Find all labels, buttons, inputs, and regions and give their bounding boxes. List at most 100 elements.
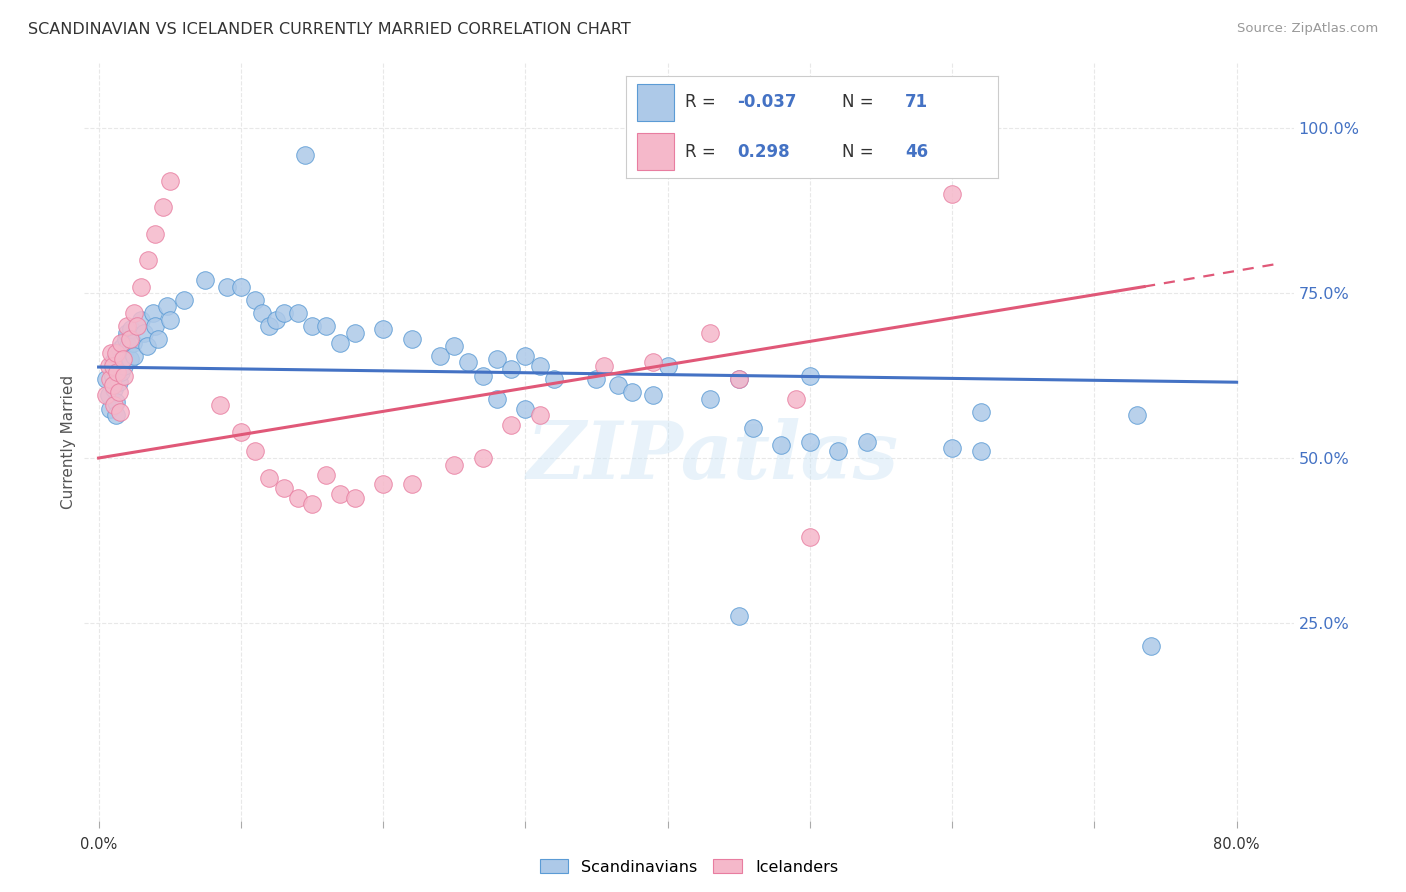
Point	[799, 434, 821, 449]
Point	[343, 326, 366, 340]
Point	[103, 398, 125, 412]
Point	[941, 187, 963, 202]
Point	[273, 306, 295, 320]
Point	[110, 365, 132, 379]
Point	[104, 395, 127, 409]
Point	[122, 349, 145, 363]
Text: R =: R =	[685, 143, 721, 161]
Point	[148, 332, 170, 346]
Point	[132, 326, 155, 340]
Text: 0.0%: 0.0%	[80, 837, 117, 852]
Point	[142, 306, 165, 320]
Text: 46: 46	[905, 143, 928, 161]
Point	[471, 450, 494, 465]
Point	[799, 368, 821, 383]
Point	[259, 319, 281, 334]
Point	[429, 349, 451, 363]
Point	[104, 345, 127, 359]
Point	[107, 362, 129, 376]
Point	[121, 335, 143, 350]
Point	[315, 467, 337, 482]
Point	[401, 477, 423, 491]
Point	[129, 279, 152, 293]
Point	[699, 326, 721, 340]
Point	[727, 372, 749, 386]
Point	[229, 425, 252, 439]
Point	[543, 372, 565, 386]
Point	[97, 388, 120, 402]
Point	[125, 319, 148, 334]
Point	[727, 372, 749, 386]
Point	[118, 332, 141, 346]
Point	[103, 382, 125, 396]
FancyBboxPatch shape	[637, 133, 673, 170]
Text: -0.037: -0.037	[738, 94, 797, 112]
Point	[266, 312, 288, 326]
Point	[471, 368, 494, 383]
Point	[105, 365, 128, 379]
Point	[101, 355, 124, 369]
Legend: Scandinavians, Icelanders: Scandinavians, Icelanders	[533, 853, 845, 881]
Point	[145, 227, 167, 241]
Point	[117, 339, 139, 353]
Point	[742, 421, 765, 435]
Point	[855, 434, 877, 449]
Point	[108, 343, 131, 357]
Point	[111, 339, 134, 353]
Point	[941, 441, 963, 455]
Point	[585, 372, 607, 386]
Point	[136, 339, 159, 353]
Point	[110, 352, 132, 367]
Point	[101, 378, 124, 392]
Text: 0.298: 0.298	[738, 143, 790, 161]
Point	[152, 201, 174, 215]
Point	[105, 349, 128, 363]
Text: Source: ZipAtlas.com: Source: ZipAtlas.com	[1237, 22, 1378, 36]
Point	[104, 408, 127, 422]
Point	[145, 319, 167, 334]
Point	[287, 306, 309, 320]
Point	[1140, 639, 1163, 653]
Point	[301, 497, 323, 511]
Point	[173, 293, 195, 307]
Point	[159, 312, 181, 326]
Point	[443, 458, 465, 472]
Point	[485, 352, 508, 367]
Point	[112, 368, 135, 383]
Point	[110, 335, 132, 350]
Point	[101, 359, 124, 373]
Point	[294, 147, 316, 161]
Point	[329, 487, 352, 501]
Point	[111, 352, 134, 367]
Point	[969, 405, 991, 419]
Point	[515, 349, 537, 363]
Point	[243, 293, 266, 307]
Point	[115, 319, 138, 334]
Point	[115, 326, 138, 340]
Point	[159, 174, 181, 188]
Point	[107, 375, 129, 389]
FancyBboxPatch shape	[637, 84, 673, 121]
Point	[621, 385, 644, 400]
Point	[250, 306, 273, 320]
Text: 71: 71	[905, 94, 928, 112]
Point	[94, 372, 117, 386]
Point	[529, 359, 551, 373]
Point	[799, 530, 821, 544]
Point	[156, 299, 179, 313]
Point	[138, 253, 160, 268]
Point	[827, 444, 849, 458]
Point	[229, 279, 252, 293]
Point	[592, 359, 614, 373]
Point	[98, 401, 121, 416]
Point	[112, 345, 135, 359]
Point	[243, 444, 266, 458]
Point	[112, 359, 135, 373]
Point	[97, 359, 120, 373]
Point	[501, 418, 523, 433]
Point	[485, 392, 508, 406]
Point	[770, 438, 793, 452]
Text: R =: R =	[685, 94, 721, 112]
Point	[371, 477, 394, 491]
Point	[727, 609, 749, 624]
